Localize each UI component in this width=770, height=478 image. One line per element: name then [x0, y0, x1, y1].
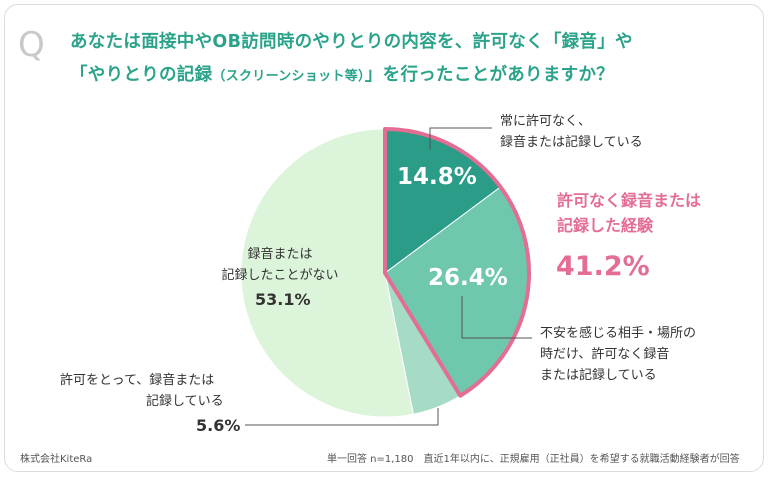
label-anxious: 不安を感じる相手・場所の 時だけ、許可なく録音 または記録している [540, 326, 697, 383]
title-line-1: あなたは面接中やOB訪問時のやりとりの内容を、許可なく「録音」や [70, 32, 633, 52]
highlight-outline [383, 127, 531, 398]
highlight-pct: 41.2% [556, 251, 650, 282]
pct-always: 14.8% [397, 164, 477, 190]
pct-never: 53.1% [255, 290, 311, 309]
leader-line-anxious [461, 296, 532, 339]
title-line-2: 「やりとりの記録（スクリーンショット等）」を行ったことがありますか？ [70, 65, 615, 85]
chart-title: あなたは面接中やOB訪問時のやりとりの内容を、許可なく「録音」や 「やりとりの記… [70, 26, 750, 93]
pct-permission: 5.6% [196, 416, 241, 435]
company-name: 株式会社KiteRa [20, 454, 93, 465]
highlight-label: 許可なく録音または 記録した経験 [557, 191, 702, 235]
label-never: 録音または 記録したことがない [221, 247, 339, 283]
slice-never [240, 128, 414, 418]
leader-line-always [429, 127, 492, 150]
question-mark-icon: Q [18, 25, 45, 65]
survey-note: 単一回答 n=1,180 直近1年以内に、正規雇用（正社員）を希望する就職活動経… [327, 454, 740, 465]
leader-line-permission [245, 408, 439, 426]
pct-anxious: 26.4% [428, 265, 508, 291]
label-always: 常に許可なく、 録音または記録している [500, 114, 643, 150]
label-permission: 許可をとって、録音または 記録している [60, 373, 224, 409]
